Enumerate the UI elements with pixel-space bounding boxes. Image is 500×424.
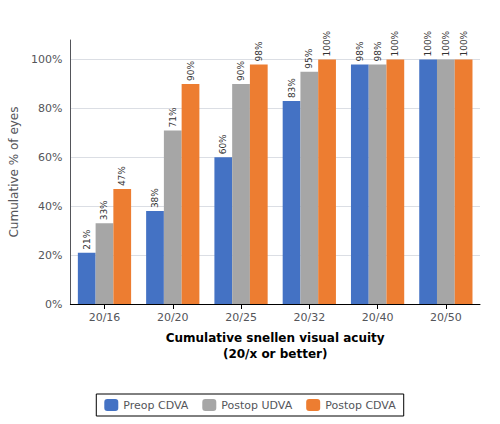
svg-text:Postop CDVA: Postop CDVA xyxy=(325,399,396,412)
svg-text:98%: 98% xyxy=(355,41,365,61)
svg-text:98%: 98% xyxy=(373,41,383,61)
svg-text:100%: 100% xyxy=(390,30,400,56)
svg-text:Cumulative snellen visual acui: Cumulative snellen visual acuity xyxy=(166,331,385,345)
svg-text:100%: 100% xyxy=(423,30,433,56)
svg-text:90%: 90% xyxy=(236,61,246,81)
svg-text:(20/x or better): (20/x or better) xyxy=(223,347,328,361)
svg-text:60%: 60% xyxy=(218,134,228,154)
svg-text:98%: 98% xyxy=(254,41,264,61)
svg-text:20/16: 20/16 xyxy=(89,311,121,324)
svg-text:95%: 95% xyxy=(304,48,314,68)
svg-text:100%: 100% xyxy=(459,30,469,56)
svg-text:47%: 47% xyxy=(117,166,127,186)
svg-text:40%: 40% xyxy=(38,200,62,213)
svg-text:20/20: 20/20 xyxy=(157,311,189,324)
svg-text:20/40: 20/40 xyxy=(362,311,394,324)
svg-text:100%: 100% xyxy=(441,30,451,56)
svg-text:38%: 38% xyxy=(150,188,160,208)
svg-text:20/25: 20/25 xyxy=(225,311,257,324)
svg-text:20/32: 20/32 xyxy=(293,311,325,324)
svg-text:21%: 21% xyxy=(82,229,92,249)
svg-text:33%: 33% xyxy=(99,200,109,220)
svg-text:90%: 90% xyxy=(186,61,196,81)
svg-text:20/50: 20/50 xyxy=(430,311,462,324)
svg-text:Cumulative % of eyes: Cumulative % of eyes xyxy=(7,106,21,237)
svg-text:71%: 71% xyxy=(168,107,178,127)
svg-text:Preop CDVA: Preop CDVA xyxy=(123,399,188,412)
svg-text:80%: 80% xyxy=(38,102,62,115)
svg-text:83%: 83% xyxy=(287,78,297,98)
svg-text:100%: 100% xyxy=(322,30,332,56)
svg-text:20%: 20% xyxy=(38,249,62,262)
svg-text:100%: 100% xyxy=(31,53,62,66)
svg-text:Postop UDVA: Postop UDVA xyxy=(221,399,292,412)
svg-text:0%: 0% xyxy=(45,298,62,311)
svg-text:60%: 60% xyxy=(38,151,62,164)
